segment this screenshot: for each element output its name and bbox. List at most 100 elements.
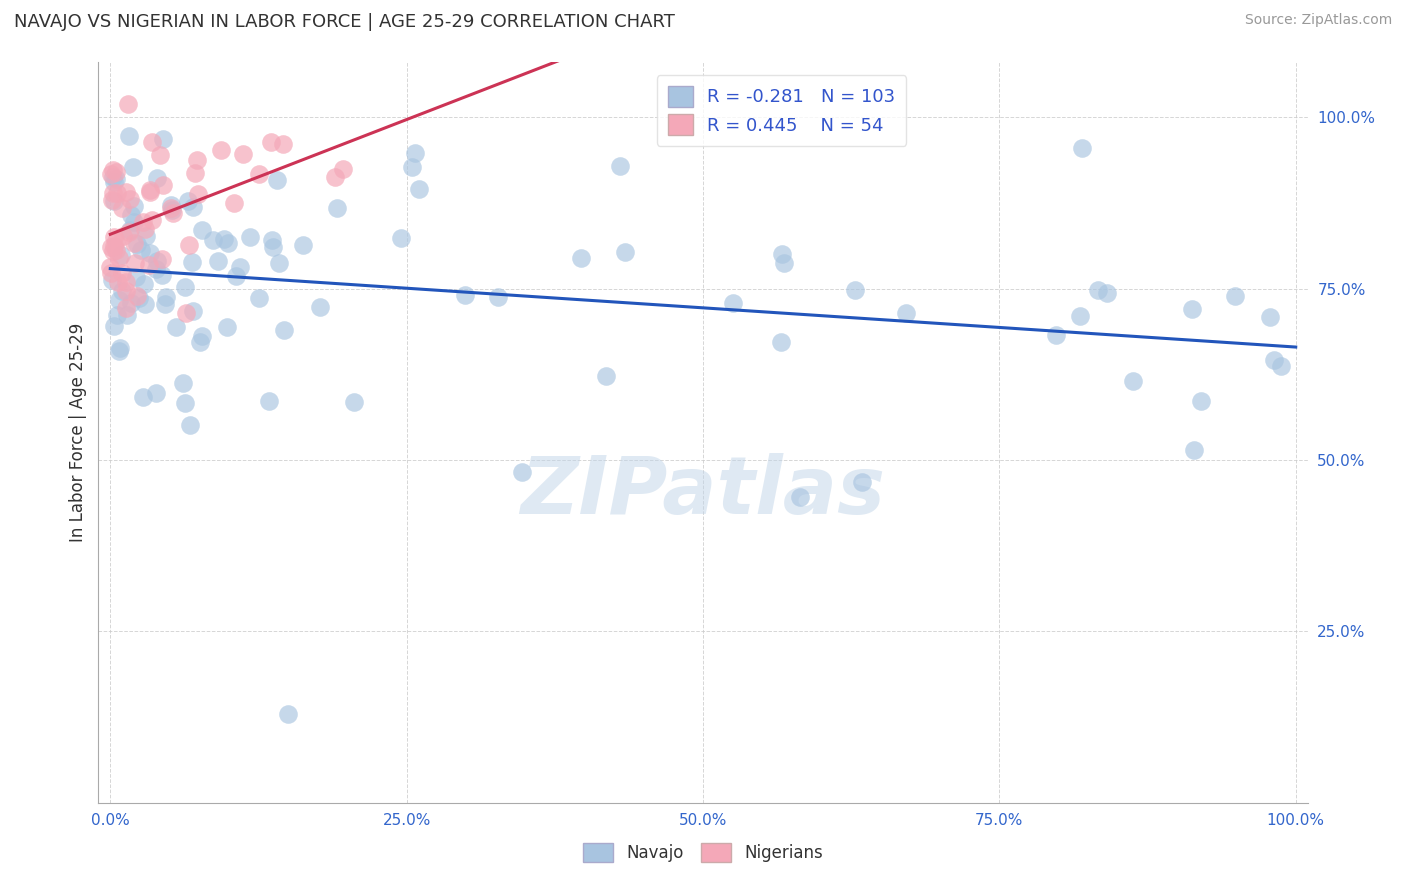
Point xyxy=(1087,283,1109,297)
Point xyxy=(247,291,270,305)
Point xyxy=(111,229,134,244)
Point xyxy=(103,169,125,184)
Point xyxy=(146,170,169,185)
Point xyxy=(108,293,131,307)
Point xyxy=(404,145,426,160)
Point xyxy=(125,270,148,285)
Point xyxy=(152,132,174,146)
Point xyxy=(105,308,128,322)
Point xyxy=(114,301,136,316)
Point xyxy=(1270,359,1292,373)
Point xyxy=(103,194,125,208)
Y-axis label: In Labor Force | Age 25-29: In Labor Force | Age 25-29 xyxy=(69,323,87,542)
Point xyxy=(165,320,187,334)
Point xyxy=(262,240,284,254)
Point xyxy=(124,255,146,269)
Point xyxy=(207,254,229,268)
Point xyxy=(141,136,163,150)
Point xyxy=(115,285,138,299)
Point xyxy=(1069,310,1091,324)
Point xyxy=(150,268,173,283)
Point xyxy=(111,266,134,280)
Point xyxy=(232,147,254,161)
Point xyxy=(104,171,127,186)
Point xyxy=(122,236,145,251)
Point xyxy=(115,185,138,199)
Point xyxy=(105,165,128,179)
Point xyxy=(187,186,209,201)
Point xyxy=(222,196,245,211)
Point xyxy=(105,186,128,201)
Point xyxy=(155,297,177,311)
Point xyxy=(454,288,477,302)
Point xyxy=(1263,353,1285,368)
Point xyxy=(215,319,238,334)
Point xyxy=(104,234,127,248)
Point xyxy=(271,136,294,151)
Point xyxy=(100,260,122,274)
Point xyxy=(342,395,364,409)
Point xyxy=(1258,310,1281,324)
Point xyxy=(772,256,794,270)
Point xyxy=(325,169,347,184)
Point xyxy=(266,173,288,187)
Point xyxy=(107,275,129,289)
Point xyxy=(160,203,183,218)
Point xyxy=(100,266,122,280)
Point xyxy=(132,390,155,404)
Point xyxy=(1095,286,1118,301)
Point xyxy=(162,206,184,220)
Point xyxy=(201,233,224,247)
Point xyxy=(1181,301,1204,316)
Point xyxy=(132,277,155,292)
Point xyxy=(229,260,252,274)
Point xyxy=(191,223,214,237)
Point xyxy=(145,385,167,400)
Point xyxy=(139,245,162,260)
Point xyxy=(145,262,167,277)
Point xyxy=(180,254,202,268)
Point xyxy=(308,300,330,314)
Point xyxy=(100,167,122,181)
Point xyxy=(118,128,141,143)
Point xyxy=(332,161,354,176)
Point xyxy=(122,214,145,228)
Point xyxy=(101,244,124,259)
Point xyxy=(609,159,631,173)
Point xyxy=(101,193,124,207)
Point xyxy=(117,96,139,111)
Point xyxy=(770,247,793,261)
Point xyxy=(721,295,744,310)
Point xyxy=(103,318,125,333)
Point xyxy=(139,186,162,200)
Point xyxy=(247,168,270,182)
Point xyxy=(401,161,423,175)
Point xyxy=(277,706,299,721)
Point xyxy=(120,295,142,310)
Point xyxy=(118,192,141,206)
Point xyxy=(127,236,149,251)
Point xyxy=(122,198,145,212)
Point xyxy=(191,329,214,343)
Point xyxy=(267,256,290,270)
Point xyxy=(188,334,211,349)
Point xyxy=(150,252,173,266)
Point xyxy=(107,251,129,265)
Point xyxy=(173,280,195,294)
Point xyxy=(146,253,169,268)
Point xyxy=(115,308,138,322)
Point xyxy=(260,135,283,149)
Point xyxy=(103,239,125,253)
Point xyxy=(135,229,157,244)
Point xyxy=(111,284,134,298)
Point xyxy=(408,181,430,195)
Point xyxy=(138,258,160,272)
Point xyxy=(108,344,131,359)
Point xyxy=(1071,141,1094,155)
Point xyxy=(510,465,533,479)
Point xyxy=(770,335,793,350)
Point xyxy=(851,475,873,489)
Point xyxy=(129,244,152,258)
Point xyxy=(896,306,918,320)
Point xyxy=(101,163,124,178)
